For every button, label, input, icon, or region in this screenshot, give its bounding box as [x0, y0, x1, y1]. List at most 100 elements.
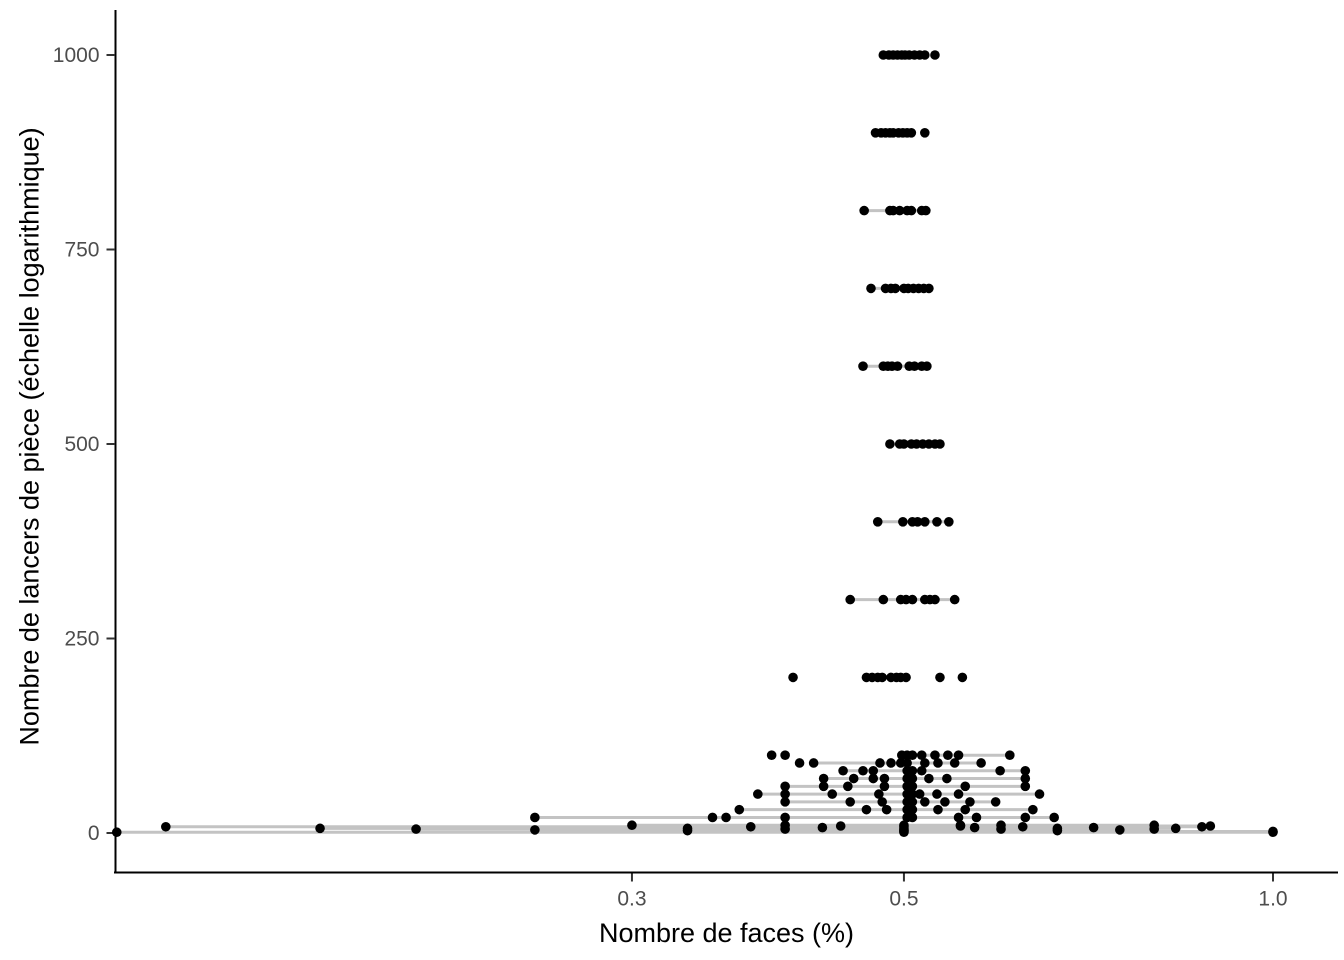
data-point	[922, 361, 932, 372]
data-point	[920, 517, 930, 527]
data-point	[932, 789, 942, 799]
data-point	[976, 758, 986, 768]
data-point	[920, 758, 930, 768]
data-point	[899, 827, 909, 838]
data-point	[1088, 822, 1099, 833]
data-point	[745, 821, 756, 832]
data-point	[858, 765, 868, 776]
y-axis-title-wrap: Nombre de lancers de pièce (échelle loga…	[12, 0, 48, 873]
data-point	[907, 781, 918, 792]
data-point	[1020, 773, 1031, 784]
data-point	[957, 672, 968, 683]
data-point	[971, 812, 982, 823]
data-point	[838, 765, 848, 776]
data-point	[940, 797, 950, 807]
data-point	[920, 50, 930, 60]
data-point	[907, 594, 918, 605]
y-tick-label: 250	[64, 628, 99, 651]
data-point	[907, 797, 918, 807]
data-point	[859, 205, 869, 216]
data-point	[879, 773, 890, 784]
y-axis-title: Nombre de lancers de pièce (échelle loga…	[14, 127, 45, 746]
data-point	[858, 361, 868, 372]
data-point	[990, 797, 1001, 807]
data-point	[1020, 781, 1031, 792]
data-point	[877, 672, 888, 683]
data-point	[827, 789, 838, 799]
y-tick-label: 500	[64, 433, 99, 456]
data-point	[315, 823, 325, 834]
data-point	[1205, 821, 1216, 831]
data-point	[932, 517, 942, 527]
data-point	[892, 361, 903, 372]
x-tick-label: 0.3	[617, 888, 646, 911]
data-point	[907, 789, 918, 799]
data-point	[969, 822, 980, 833]
data-point	[734, 804, 745, 815]
data-point	[794, 758, 805, 768]
data-point	[1049, 812, 1059, 823]
y-tick-label: 1000	[53, 44, 100, 67]
data-point	[1028, 804, 1038, 815]
data-point	[924, 283, 934, 294]
data-point	[1197, 821, 1207, 832]
data-point	[906, 205, 917, 216]
data-point	[953, 750, 964, 760]
x-tick-label: 1.0	[1258, 888, 1287, 911]
data-point	[835, 821, 846, 831]
data-point	[921, 205, 931, 216]
data-point	[943, 750, 953, 760]
data-point	[866, 283, 876, 294]
data-point	[780, 789, 790, 799]
data-point	[935, 672, 945, 683]
data-point	[1149, 824, 1159, 834]
data-point	[780, 781, 790, 792]
data-point	[953, 789, 964, 799]
data-point	[907, 804, 918, 815]
data-point	[944, 517, 954, 527]
data-point	[627, 820, 637, 831]
data-point	[949, 594, 960, 605]
data-point	[996, 824, 1006, 834]
data-point	[885, 439, 895, 449]
data-point	[878, 594, 889, 605]
data-point	[818, 773, 829, 784]
data-point	[907, 750, 918, 760]
data-point	[530, 825, 540, 835]
data-point	[872, 517, 883, 527]
data-point	[914, 789, 925, 799]
data-point	[753, 789, 763, 799]
data-point	[861, 804, 872, 815]
data-point	[916, 765, 927, 776]
data-point	[818, 781, 829, 792]
data-point	[788, 672, 798, 683]
data-point	[1115, 825, 1125, 835]
data-point	[955, 821, 966, 831]
data-point	[933, 758, 943, 768]
data-point	[780, 750, 790, 760]
data-point	[907, 765, 918, 776]
data-point	[935, 439, 945, 449]
data-point	[780, 824, 790, 834]
data-point	[909, 361, 920, 372]
data-point	[890, 283, 901, 294]
data-point	[912, 517, 923, 527]
data-point	[111, 827, 122, 838]
data-point	[898, 517, 908, 527]
data-point	[960, 804, 971, 815]
data-point	[920, 128, 930, 138]
y-tick-label: 750	[64, 239, 99, 262]
data-point	[780, 812, 790, 823]
data-point	[920, 797, 930, 807]
data-point	[868, 773, 879, 784]
data-point	[965, 797, 975, 807]
data-point	[902, 758, 912, 768]
data-point	[161, 821, 171, 832]
data-point	[530, 812, 540, 823]
data-point	[1020, 765, 1031, 776]
data-point	[848, 773, 859, 784]
data-point	[881, 804, 892, 815]
data-point	[843, 781, 853, 792]
data-point	[930, 50, 940, 60]
